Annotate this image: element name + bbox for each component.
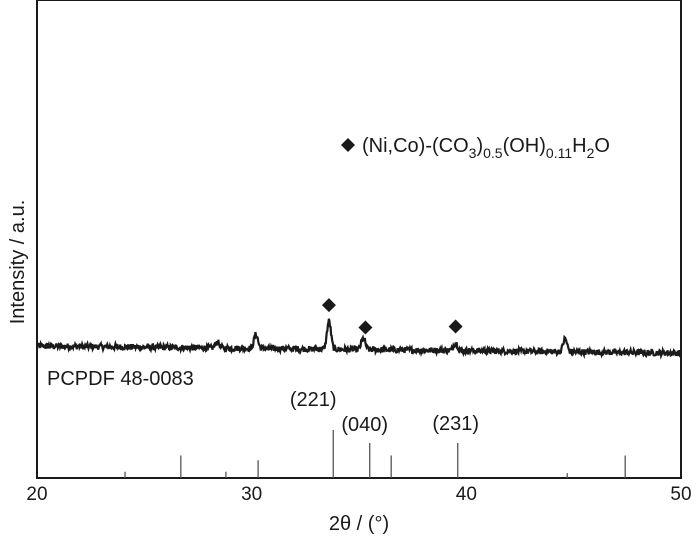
x-tick-label: 50 [670,484,691,505]
legend-subscript: 0.5 [483,145,503,161]
x-tick-labels: 20 30 40 50 [26,484,691,505]
reference-lines: (221)(040) (231) [124,389,626,478]
hkl-label: (221) [290,389,337,411]
legend-subscript: 3 [469,145,477,161]
y-axis-label: Intensity / a.u. [7,200,29,325]
legend-text-part: O [594,135,610,157]
peak-markers [321,298,463,335]
hkl-label: (231) [432,413,479,435]
diamond-marker [448,319,463,334]
diamond-marker [358,320,373,335]
diamond-marker [321,298,336,313]
legend-subscript: 2 [587,145,595,161]
x-axis-label: 2θ / (°) [329,513,389,535]
legend-text-part: ) [476,135,483,157]
x-tick-label: 40 [456,484,477,505]
hkl-label: (040) [341,414,388,436]
legend: (Ni,Co)-(CO3)0.5(OH)0.11H2O [341,135,610,161]
legend-text-part: (OH) [503,135,546,157]
plot-frame [36,0,682,479]
legend-text: (Ni,Co)-(CO3)0.5(OH)0.11H2O [362,135,610,161]
x-tick-label: 30 [241,484,262,505]
legend-subscript: 0.11 [546,145,572,161]
x-tick-label: 20 [26,484,47,505]
legend-diamond-icon [341,138,355,152]
legend-text-part: (Ni,Co)-(CO [362,135,469,157]
reference-label: PCPDF 48-0083 [47,368,194,390]
legend-text-part: H [572,135,586,157]
xrd-trace [35,318,683,360]
